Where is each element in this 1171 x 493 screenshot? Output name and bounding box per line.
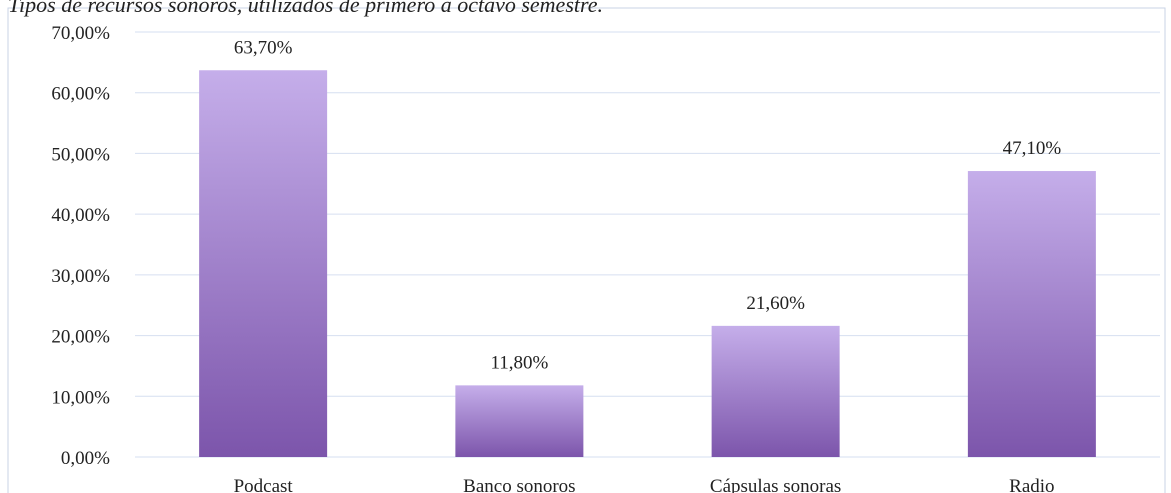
y-tick-label: 10,00% [51, 387, 110, 408]
bar [711, 325, 840, 457]
y-tick-label: 20,00% [51, 327, 110, 348]
x-tick-label: Podcast [234, 476, 294, 493]
bar [455, 385, 584, 457]
y-tick-label: 30,00% [51, 266, 110, 287]
chart-title: Tipos de recursos sonoros, utilizados de… [8, 0, 603, 17]
x-tick-label: Banco sonoros [463, 476, 575, 493]
x-tick-label: Cápsulas sonoras [710, 476, 841, 493]
y-tick-label: 40,00% [51, 205, 110, 226]
y-tick-label: 50,00% [51, 144, 110, 165]
data-label: 47,10% [1003, 138, 1062, 159]
data-label: 63,70% [234, 37, 293, 58]
bar [967, 171, 1096, 458]
y-tick-label: 0,00% [61, 448, 110, 469]
y-tick-label: 60,00% [51, 84, 110, 105]
chart-frame [7, 7, 1166, 493]
bar [199, 70, 328, 457]
data-label: 11,80% [490, 352, 548, 373]
data-label: 21,60% [746, 293, 805, 314]
x-tick-label: Radio [1009, 476, 1054, 493]
y-tick-label: 70,00% [51, 23, 110, 44]
